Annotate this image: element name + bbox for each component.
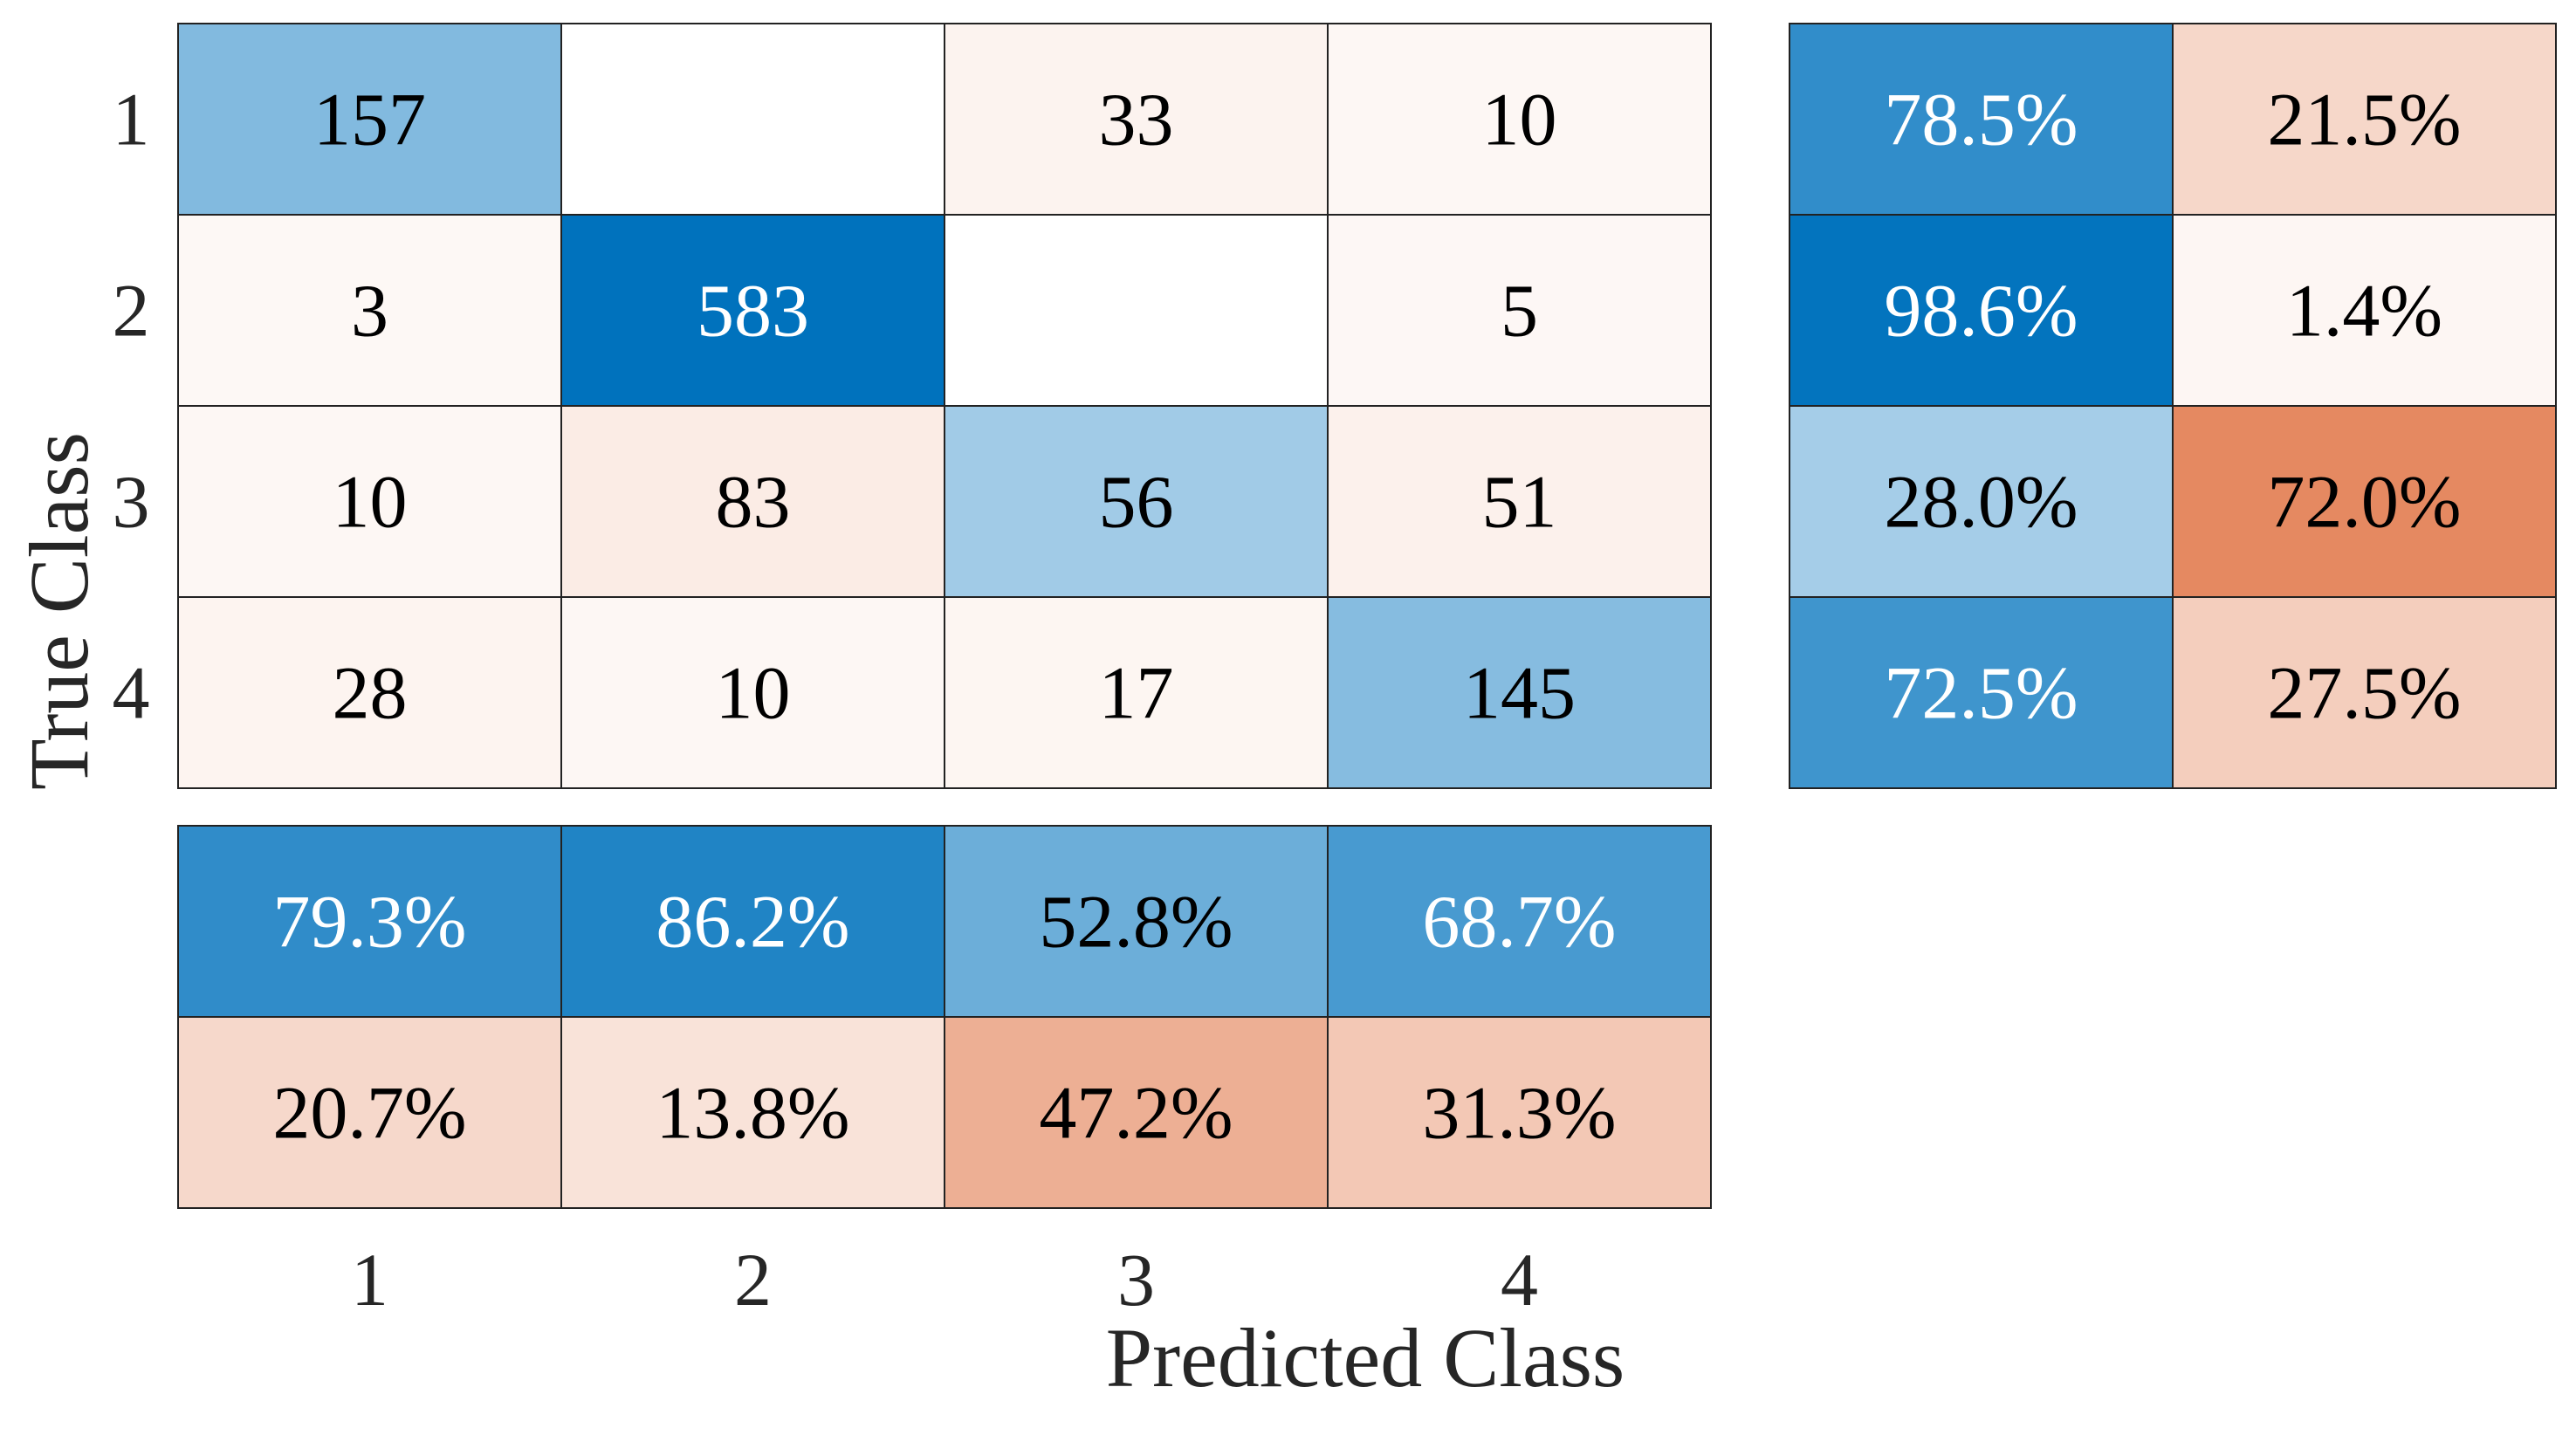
col-summary-correct-1-label: 79.3% [272, 880, 466, 964]
cell-r1-c4-rect [1327, 23, 1712, 216]
cell-r3-c3-label: 56 [1099, 460, 1174, 544]
x-tick-label-3: 3 [1117, 1238, 1155, 1322]
cell-r3-c2-label: 83 [716, 460, 791, 544]
cell-r4-c4-label: 145 [1463, 651, 1576, 735]
col-summary-incorrect-3-rect [944, 1016, 1329, 1209]
row-summary-correct-3-label: 28.0% [1884, 460, 2078, 544]
row-summary-correct-3-rect [1789, 405, 2174, 598]
cell-r2-c2-label: 583 [697, 269, 809, 353]
col-summary-correct-2-label: 86.2% [656, 880, 849, 964]
cell-r4-c2-label: 10 [716, 651, 791, 735]
row-summary-incorrect-2-label: 1.4% [2286, 269, 2442, 353]
cell-r3-c2-rect [560, 405, 945, 598]
row-summary-cells: 78.5% 98.6% 28.0% 72.5% 21.5% 1.4% 72.0% 27.5% [1789, 23, 2557, 789]
row-summary-incorrect-4-rect [2172, 596, 2557, 789]
col-summary-correct-3-label: 52.8% [1039, 880, 1233, 964]
cell-r2-c4-label: 5 [1501, 269, 1538, 353]
x-tick-label-2: 2 [734, 1238, 772, 1322]
cell-r2-c1-label: 3 [351, 269, 388, 353]
cell-r1-c3-rect [944, 23, 1329, 216]
x-tick-label-1: 1 [351, 1238, 388, 1322]
row-summary-correct-2-rect [1789, 214, 2174, 407]
row-summary-incorrect-1-label: 21.5% [2267, 78, 2461, 161]
col-summary-incorrect-3-label: 47.2% [1039, 1071, 1233, 1155]
tick-labels: 1 2 3 4 1 2 3 4 [113, 78, 1539, 1322]
row-summary-incorrect-2-rect [2172, 214, 2557, 407]
col-summary-incorrect-2-rect [560, 1016, 945, 1209]
cell-r3-c1-rect [177, 405, 562, 598]
cell-r3-c4-rect [1327, 405, 1712, 598]
cell-r2-c4-rect [1327, 214, 1712, 407]
row-summary-incorrect-1-rect [2172, 23, 2557, 216]
cell-r3-c4-label: 51 [1482, 460, 1557, 544]
cell-r4-c2-rect [560, 596, 945, 789]
x-axis-label: Predicted Class [1106, 1311, 1625, 1404]
cell-r2-c2-rect [560, 214, 945, 407]
cell-r2-c1-rect [177, 214, 562, 407]
y-tick-label-4: 4 [113, 651, 150, 735]
cell-r1-c1-rect [177, 23, 562, 216]
cell-r2-c3-rect [944, 214, 1329, 407]
y-axis-label: True Class [12, 432, 106, 790]
row-summary-correct-1-label: 78.5% [1884, 78, 2078, 161]
cell-r1-c3-label: 33 [1099, 78, 1174, 161]
cell-r1-c1-label: 157 [313, 78, 426, 161]
col-summary-incorrect-4-label: 31.3% [1422, 1071, 1616, 1155]
row-summary-incorrect-3-rect [2172, 405, 2557, 598]
row-summary-correct-4-rect [1789, 596, 2174, 789]
cell-r1-c4-label: 10 [1482, 78, 1557, 161]
col-summary-correct-1-rect [177, 825, 562, 1018]
col-summary-correct-3-rect [944, 825, 1329, 1018]
row-summary-incorrect-4-label: 27.5% [2267, 651, 2461, 735]
cell-r4-c3-label: 17 [1099, 651, 1174, 735]
row-summary-correct-1-rect [1789, 23, 2174, 216]
cell-r4-c3-rect [944, 596, 1329, 789]
col-summary-incorrect-1-label: 20.7% [272, 1071, 466, 1155]
x-tick-label-4: 4 [1501, 1238, 1538, 1322]
y-tick-label-1: 1 [113, 78, 150, 161]
cell-r3-c1-label: 10 [333, 460, 408, 544]
row-summary-correct-2-label: 98.6% [1884, 269, 2078, 353]
column-summary-cells: 79.3% 86.2% 52.8% 68.7% 20.7% 13.8% 47.2% 31.3% [177, 825, 1712, 1209]
row-summary-incorrect-3-label: 72.0% [2267, 460, 2461, 544]
cell-r4-c4-rect [1327, 596, 1712, 789]
row-summary-correct-4-label: 72.5% [1884, 651, 2078, 735]
col-summary-correct-4-label: 68.7% [1422, 880, 1616, 964]
col-summary-incorrect-2-label: 13.8% [656, 1071, 849, 1155]
y-tick-label-3: 3 [113, 460, 150, 544]
col-summary-correct-4-rect [1327, 825, 1712, 1018]
col-summary-incorrect-4-rect [1327, 1016, 1712, 1209]
col-summary-incorrect-1-rect [177, 1016, 562, 1209]
y-tick-label-2: 2 [113, 269, 150, 353]
cell-r1-c2-rect [560, 23, 945, 216]
matrix-cells: 157 33 10 3 583 5 10 83 56 51 28 10 17 145 [177, 23, 1712, 789]
cell-r4-c1-label: 28 [333, 651, 408, 735]
